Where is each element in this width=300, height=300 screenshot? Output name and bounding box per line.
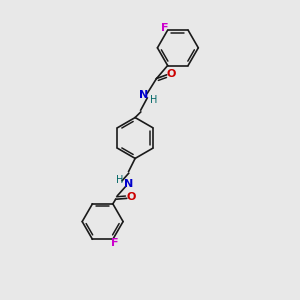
Text: F: F	[161, 23, 169, 33]
Text: H: H	[116, 175, 123, 185]
Text: F: F	[111, 238, 118, 248]
Text: N: N	[139, 90, 148, 100]
Text: N: N	[124, 179, 133, 189]
Text: H: H	[150, 95, 158, 105]
Text: O: O	[127, 192, 136, 203]
Text: O: O	[167, 69, 176, 79]
